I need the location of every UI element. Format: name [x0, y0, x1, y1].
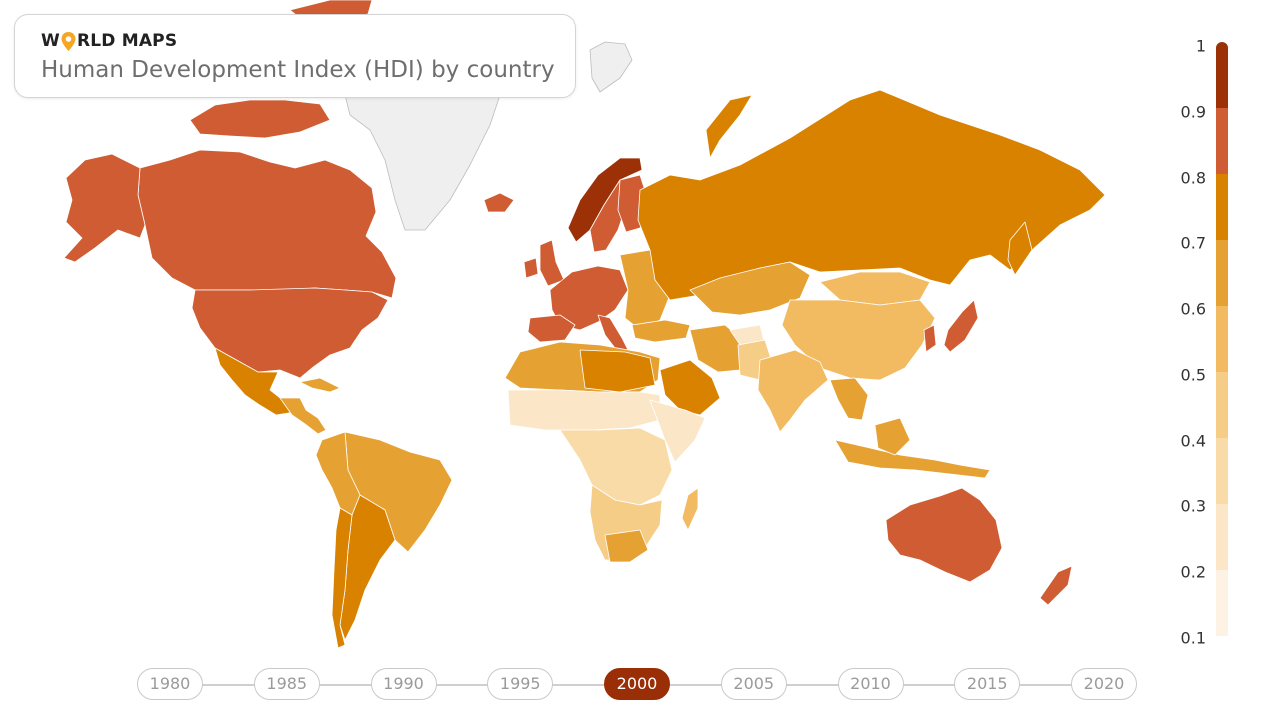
region-iceland[interactable]	[483, 192, 515, 213]
year-button-2000[interactable]: 2000	[604, 668, 670, 700]
color-legend: 1 0.9 0.8 0.7 0.6 0.5 0.4 0.3 0.2 0.1	[1160, 36, 1240, 648]
region-iberia[interactable]	[527, 314, 576, 343]
region-madagascar[interactable]	[681, 487, 699, 531]
year-button-1980[interactable]: 1980	[137, 668, 203, 700]
legend-label: 0.2	[1180, 562, 1206, 582]
region-east-africa[interactable]	[649, 399, 706, 463]
brand-suffix: RLD MAPS	[76, 31, 178, 51]
year-button-2005[interactable]: 2005	[720, 668, 787, 700]
region-svalbard[interactable]	[589, 41, 633, 93]
region-saudi-arabia[interactable]	[659, 359, 721, 416]
legend-label: 0.1	[1180, 628, 1206, 648]
map-title: Human Development Index (HDI) by country	[41, 57, 555, 83]
region-turkey[interactable]	[631, 319, 691, 343]
legend-label: 0.6	[1180, 299, 1206, 319]
year-button-1985[interactable]: 1985	[253, 668, 320, 700]
legend-label: 0.8	[1180, 168, 1206, 188]
region-sahel[interactable]	[507, 389, 661, 431]
region-borneo[interactable]	[874, 417, 911, 456]
legend-swatch	[1216, 240, 1228, 306]
region-korea[interactable]	[923, 324, 937, 353]
legend-label: 0.4	[1180, 431, 1206, 451]
legend-color-scale	[1216, 42, 1228, 636]
region-cuba[interactable]	[299, 377, 341, 393]
region-alaska[interactable]	[63, 153, 146, 263]
legend-swatch	[1216, 504, 1228, 570]
region-canada[interactable]	[137, 149, 397, 299]
year-button-1995[interactable]: 1995	[487, 668, 554, 700]
year-timeline: 1980 1985 1990 1995 2000 2005 2010 2015 2020	[0, 668, 1280, 702]
year-button-2010[interactable]: 2010	[837, 668, 904, 700]
year-button-2020[interactable]: 2020	[1071, 668, 1137, 700]
legend-swatch	[1216, 372, 1228, 438]
region-australia[interactable]	[885, 487, 1003, 583]
region-new-zealand[interactable]	[1039, 565, 1073, 606]
region-china[interactable]	[781, 299, 936, 381]
region-ireland[interactable]	[523, 257, 539, 279]
legend-label: 0.9	[1180, 102, 1206, 122]
header-card: W RLD MAPS Human Development Index (HDI)…	[14, 14, 576, 98]
region-novaya-zemlya[interactable]	[705, 94, 753, 159]
legend-swatch	[1216, 42, 1228, 108]
legend-swatch	[1216, 306, 1228, 372]
region-chile[interactable]	[331, 507, 353, 649]
region-south-africa[interactable]	[604, 529, 649, 563]
region-norway[interactable]	[567, 157, 643, 243]
legend-label: 1	[1195, 36, 1206, 56]
region-canada-arctic-b[interactable]	[189, 99, 331, 139]
legend-swatch	[1216, 570, 1228, 636]
region-central-america[interactable]	[279, 397, 327, 435]
region-japan[interactable]	[943, 299, 979, 353]
legend-swatch	[1216, 438, 1228, 504]
region-indonesia[interactable]	[834, 439, 991, 479]
region-southeast-asia[interactable]	[829, 377, 869, 421]
legend-label: 0.7	[1180, 233, 1206, 253]
region-uk[interactable]	[539, 239, 565, 287]
map-pin-icon	[61, 31, 76, 51]
legend-label: 0.5	[1180, 365, 1206, 385]
legend-swatch	[1216, 174, 1228, 240]
region-kamchatka[interactable]	[1007, 221, 1033, 276]
region-russia[interactable]	[637, 89, 1106, 301]
year-button-2015[interactable]: 2015	[954, 668, 1021, 700]
region-india[interactable]	[757, 349, 829, 433]
region-kazakhstan[interactable]	[689, 261, 811, 316]
legend-label: 0.3	[1180, 496, 1206, 516]
region-egypt-libya[interactable]	[579, 349, 656, 393]
brand-prefix: W	[41, 31, 60, 51]
region-central-africa[interactable]	[559, 427, 673, 506]
legend-swatch	[1216, 108, 1228, 174]
year-button-1990[interactable]: 1990	[370, 668, 437, 700]
brand-logo[interactable]: W RLD MAPS	[41, 31, 177, 51]
